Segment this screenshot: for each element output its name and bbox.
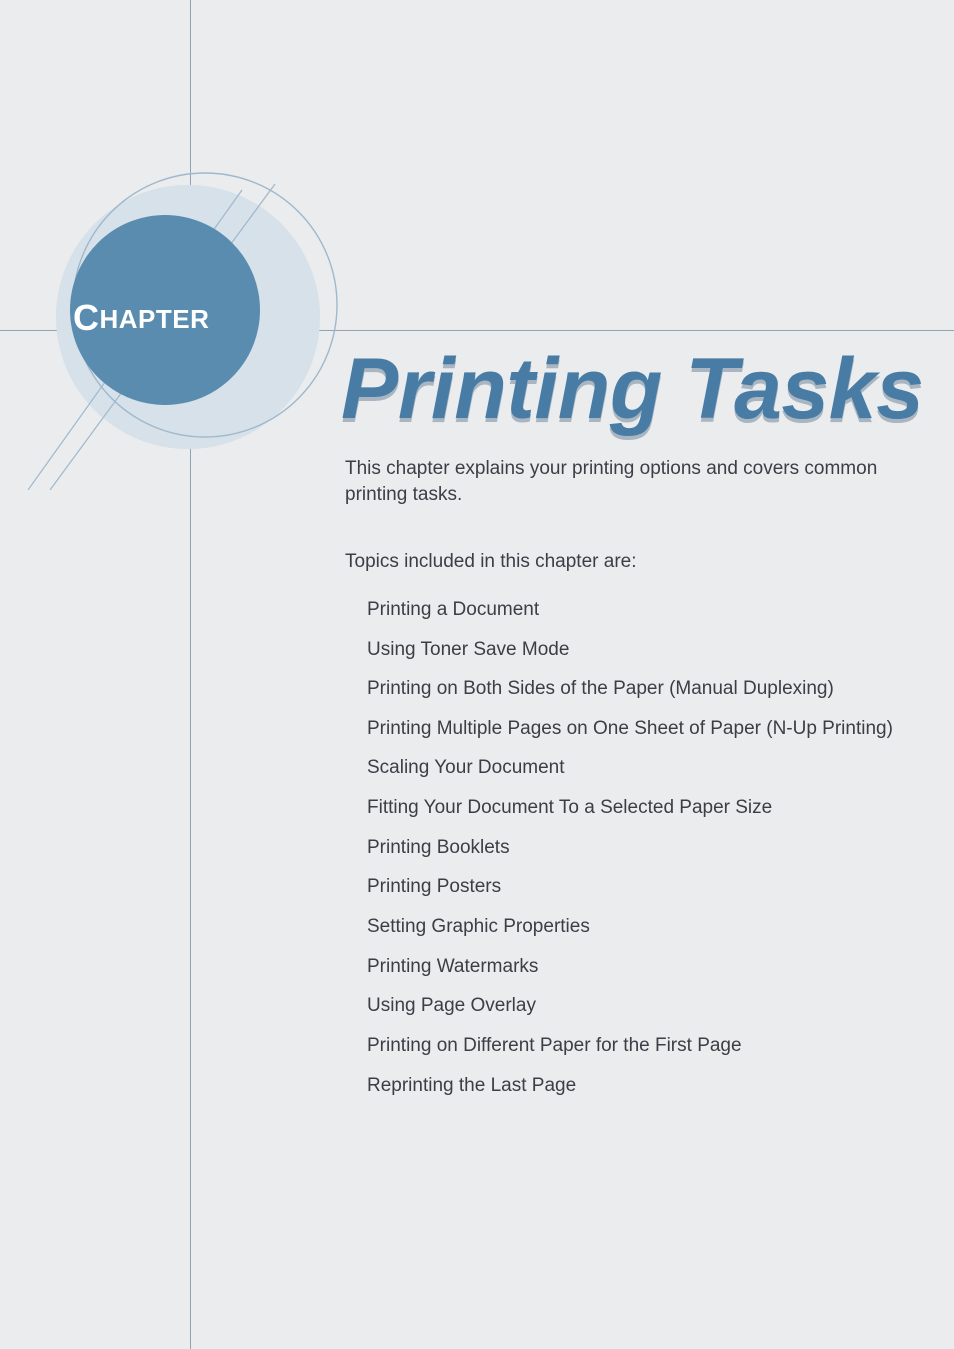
chapter-content: This chapter explains your printing opti…: [345, 456, 905, 1112]
chapter-label: CHAPTER: [73, 297, 209, 339]
list-item: Setting Graphic Properties: [367, 914, 905, 940]
topics-lead: Topics included in this chapter are:: [345, 549, 905, 575]
page-title: Printing Tasks: [341, 340, 923, 439]
chapter-label-initial: C: [73, 297, 100, 338]
list-item: Printing on Both Sides of the Paper (Man…: [367, 676, 905, 702]
chapter-label-rest: HAPTER: [100, 304, 210, 334]
list-item: Printing a Document: [367, 597, 905, 623]
list-item: Printing Posters: [367, 874, 905, 900]
list-item: Reprinting the Last Page: [367, 1073, 905, 1099]
list-item: Printing on Different Paper for the Firs…: [367, 1033, 905, 1059]
topics-list: Printing a Document Using Toner Save Mod…: [345, 597, 905, 1098]
chapter-intro: This chapter explains your printing opti…: [345, 456, 905, 507]
list-item: Printing Booklets: [367, 835, 905, 861]
list-item: Using Page Overlay: [367, 993, 905, 1019]
list-item: Printing Watermarks: [367, 954, 905, 980]
list-item: Fitting Your Document To a Selected Pape…: [367, 795, 905, 821]
list-item: Printing Multiple Pages on One Sheet of …: [367, 716, 905, 742]
list-item: Using Toner Save Mode: [367, 637, 905, 663]
list-item: Scaling Your Document: [367, 755, 905, 781]
